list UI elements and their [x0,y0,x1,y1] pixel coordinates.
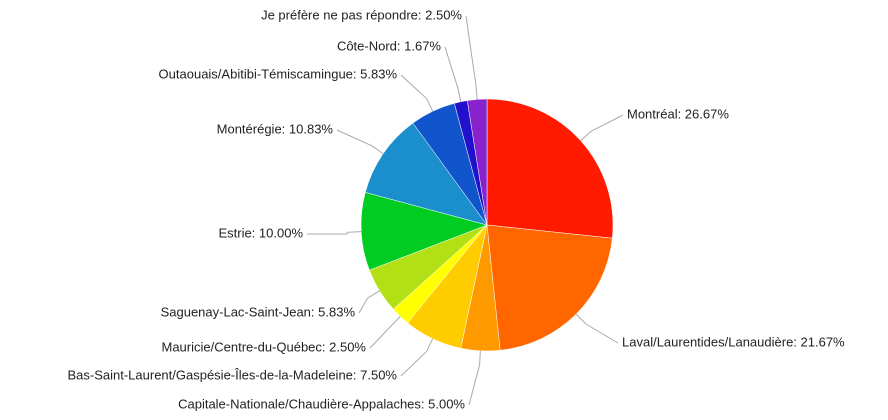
slice-label: Outaouais/Abitibi-Témiscamingue: 5.83% [159,66,398,81]
slice-label: Laval/Laurentides/Lanaudière: 21.67% [622,334,845,349]
leader-line [307,231,362,235]
leader-line [575,313,619,344]
slice-label: Saguenay-Lac-Saint-Jean: 5.83% [161,304,356,319]
slice-label: Je préfère ne pas répondre: 2.50% [261,7,462,22]
pie-slice [486,224,613,351]
slice-label: Montérégie: 10.83% [217,121,334,136]
leader-line [400,338,434,377]
leader-line [336,129,384,155]
leader-line [369,316,401,349]
pie-slice [486,98,614,239]
slice-label: Montréal: 26.67% [627,106,729,121]
leader-line [465,15,478,100]
leader-line [468,350,481,406]
slice-label: Estrie: 10.00% [218,225,303,240]
leader-line [358,290,380,314]
pie-slice [360,192,488,271]
slice-label: Mauricie/Centre-du-Québec: 2.50% [162,339,367,354]
slice-label: Côte-Nord: 1.67% [337,38,441,53]
slice-label: Capitale-Nationale/Chaudière-Appalaches:… [178,396,465,411]
leader-line [580,114,624,142]
leader-line [400,74,434,112]
slice-label: Bas-Saint-Laurent/Gaspésie-Îles-de-la-Ma… [67,367,397,382]
leader-line [444,46,462,102]
